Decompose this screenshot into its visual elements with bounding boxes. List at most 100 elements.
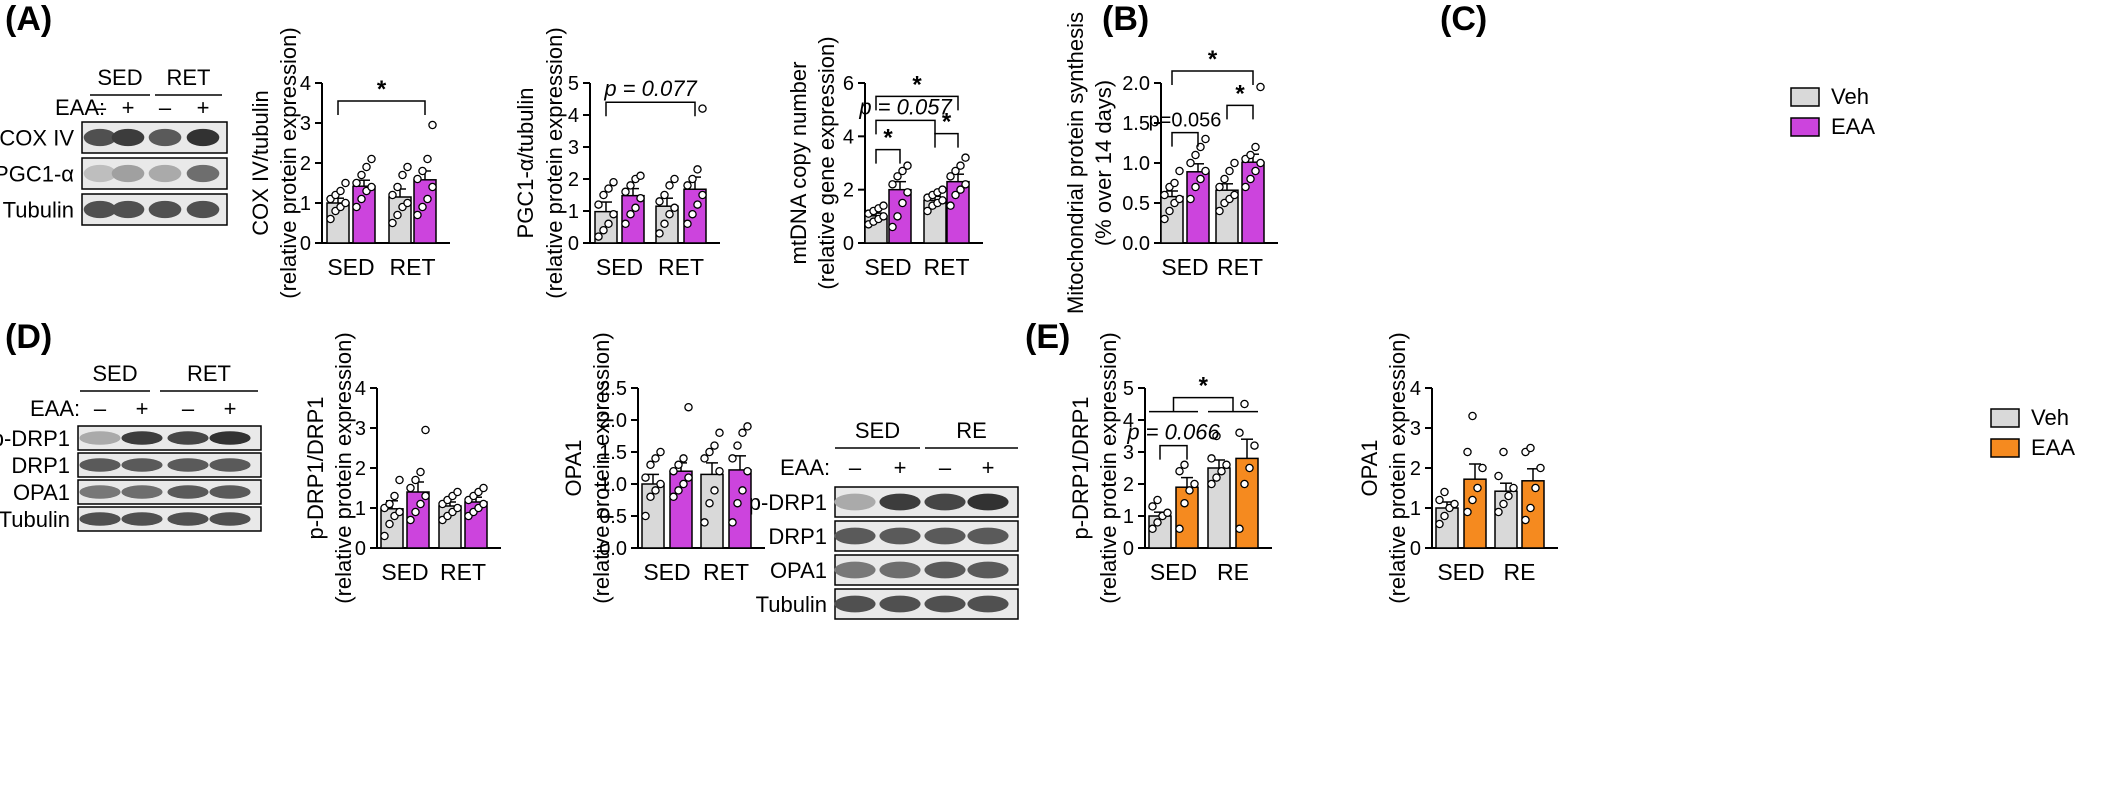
blotA-sign: – — [159, 95, 172, 120]
pdrp1e-data-point — [1235, 428, 1244, 438]
pdrp1d-y-tick-label: 2 — [355, 458, 366, 480]
pdrp1d-y-tick-label: 4 — [355, 378, 366, 400]
pdrp1e-ylabel-line1: p-DRP1/DRP1 — [1068, 396, 1093, 539]
pgc1-data-point — [631, 203, 640, 213]
blotE-band-label: p-DRP1 — [749, 490, 827, 515]
cox4-category-label: RET — [390, 254, 436, 280]
cox4-data-point — [336, 186, 345, 196]
mtdna-data-point — [923, 206, 932, 216]
cox4-y-tick-label: 4 — [300, 73, 311, 95]
opa1e-y-tick-label: 0 — [1410, 538, 1421, 560]
opa1d-data-point — [743, 422, 752, 431]
opa1d-category-label: SED — [643, 559, 690, 585]
blotA-band-lane — [148, 164, 182, 183]
blotE-band-lane — [924, 595, 966, 613]
chart-opa1e: 0 1 2 3 4 OPA1 (relative protein expression) SE… — [1357, 332, 1558, 604]
opa1d-category-label: RET — [703, 559, 749, 585]
opa1d-data-point — [679, 479, 688, 489]
pdrp1d-data-point — [416, 499, 425, 509]
pdrp1e-bar — [1235, 457, 1259, 549]
pdrp1d-data-point — [406, 515, 415, 525]
blotD-band-lane — [167, 431, 209, 445]
opa1e-data-point — [1499, 447, 1508, 457]
blotA-band-lane — [83, 200, 117, 219]
mps-data-point — [1230, 190, 1239, 200]
cox4-data-point — [352, 178, 361, 188]
pdrp1e-data-point — [1180, 498, 1189, 508]
cox4-data-point — [367, 154, 376, 164]
pdrp1e-data-point — [1212, 431, 1221, 441]
pdrp1e-ylabel-line2: (relative protein expression) — [1096, 332, 1121, 603]
mtdna-data-point — [893, 212, 902, 221]
opa1d-data-point — [646, 492, 655, 502]
mtdna-annotation-0: * — [883, 125, 893, 152]
mtdna-data-point — [888, 222, 897, 232]
mps-y-tick-label: 1.5 — [1122, 113, 1150, 135]
mtdna-category-label: SED — [864, 254, 911, 280]
opa1d-y-tick-label: 2.5 — [599, 378, 627, 400]
mps-data-point — [1215, 206, 1224, 216]
opa1d-data-point — [733, 441, 742, 450]
mps-y-tick-label: 0.5 — [1122, 193, 1150, 215]
legend-top-swatch-0 — [1790, 87, 1820, 107]
pdrp1e-data-point — [1212, 473, 1221, 482]
opa1e-data-point — [1504, 491, 1513, 501]
pdrp1d-data-point — [479, 499, 488, 509]
blotD-band-lane — [79, 458, 121, 472]
mps-ylabel-line1: Mitochondrial protein synthesis — [1063, 12, 1088, 314]
opa1e-data-point — [1468, 411, 1477, 421]
pgc1-data-point — [683, 181, 692, 190]
blotE-band-label: OPA1 — [770, 558, 827, 583]
cox4-data-point — [341, 198, 350, 208]
legend-bottom-label-0: Veh — [2031, 405, 2069, 430]
opa1d-data-point — [656, 479, 665, 489]
pgc1-data-point — [621, 187, 630, 197]
opa1e-data-point — [1473, 483, 1482, 493]
blotE-group-SED: SED — [855, 418, 900, 443]
blotE-band-lane — [834, 595, 876, 613]
opa1e-data-point — [1440, 511, 1449, 521]
pgc1-data-point — [621, 219, 630, 229]
opa1d-data-point — [641, 473, 650, 482]
pdrp1d-data-point — [380, 531, 389, 541]
opa1d-data-point — [651, 454, 660, 463]
pdrp1e-annotation-1: * — [1199, 373, 1209, 400]
opa1d-ylabel-line1: OPA1 — [561, 439, 586, 496]
cox4-data-point — [362, 162, 371, 172]
pgc1-data-point — [670, 203, 679, 213]
pdrp1d-ylabel-line2: (relative protein expression) — [331, 332, 356, 603]
pdrp1e-y-tick-label: 1 — [1123, 506, 1134, 528]
mps-y-tick-label: 1.0 — [1122, 153, 1150, 175]
mps-data-point — [1220, 174, 1229, 184]
chart-pdrp1e: 0 1 2 3 4 5 p-DRP1/DRP1 (relative protein expre… — [1068, 332, 1272, 604]
blotE-band-lane — [924, 493, 966, 511]
mps-data-point — [1201, 166, 1210, 176]
mtdna-data-point — [961, 180, 970, 189]
blotE-sign: – — [849, 455, 862, 480]
opa1e-data-point — [1468, 495, 1477, 505]
blotA-group-RET: RET — [167, 65, 211, 90]
opa1e-data-point — [1526, 503, 1535, 513]
blotA-band-label: COX IV — [0, 126, 74, 151]
mps-y-tick-label: 2.0 — [1122, 73, 1150, 95]
pgc1-y-tick-label: 1 — [568, 201, 579, 223]
opa1e-data-point — [1531, 483, 1540, 493]
opa1d-bar — [728, 469, 752, 549]
opa1e-ylabel-line2: (relative protein expression) — [1385, 332, 1410, 603]
pdrp1d-data-point — [406, 483, 415, 493]
legend-bottom-swatch-0 — [1990, 408, 2020, 428]
mtdna-y-tick-label: 0 — [843, 233, 854, 255]
cox4-data-point — [357, 194, 366, 204]
pgc1-y-tick-label: 3 — [568, 137, 579, 159]
opa1e-data-point — [1463, 507, 1472, 517]
blotE-sign: + — [982, 455, 995, 480]
pgc1-data-point — [604, 219, 613, 229]
blotA-eaa-label: EAA: — [55, 95, 105, 120]
blotD-eaa-label: EAA: — [30, 396, 80, 421]
opa1d-data-point — [641, 511, 650, 521]
opa1d-data-point — [728, 454, 737, 463]
blotE-band-lane — [879, 527, 921, 545]
